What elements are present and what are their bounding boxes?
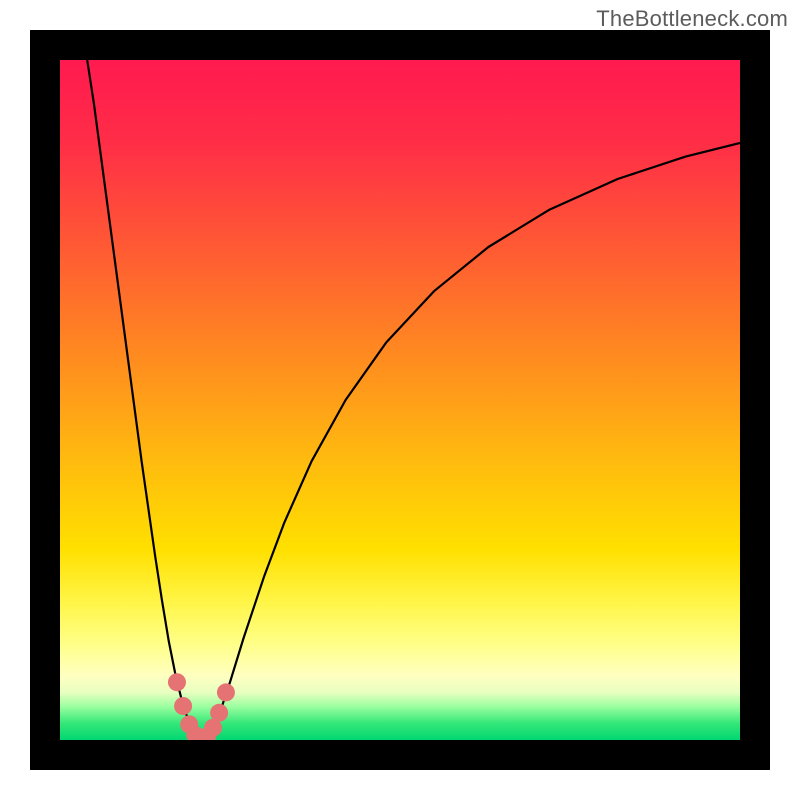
curve-marker: [168, 673, 186, 691]
plot-background: [60, 60, 740, 740]
bottleneck-curve-chart: [0, 0, 800, 800]
curve-marker: [217, 683, 235, 701]
watermark-text: TheBottleneck.com: [596, 6, 788, 32]
curve-marker: [210, 704, 228, 722]
curve-marker: [174, 697, 192, 715]
